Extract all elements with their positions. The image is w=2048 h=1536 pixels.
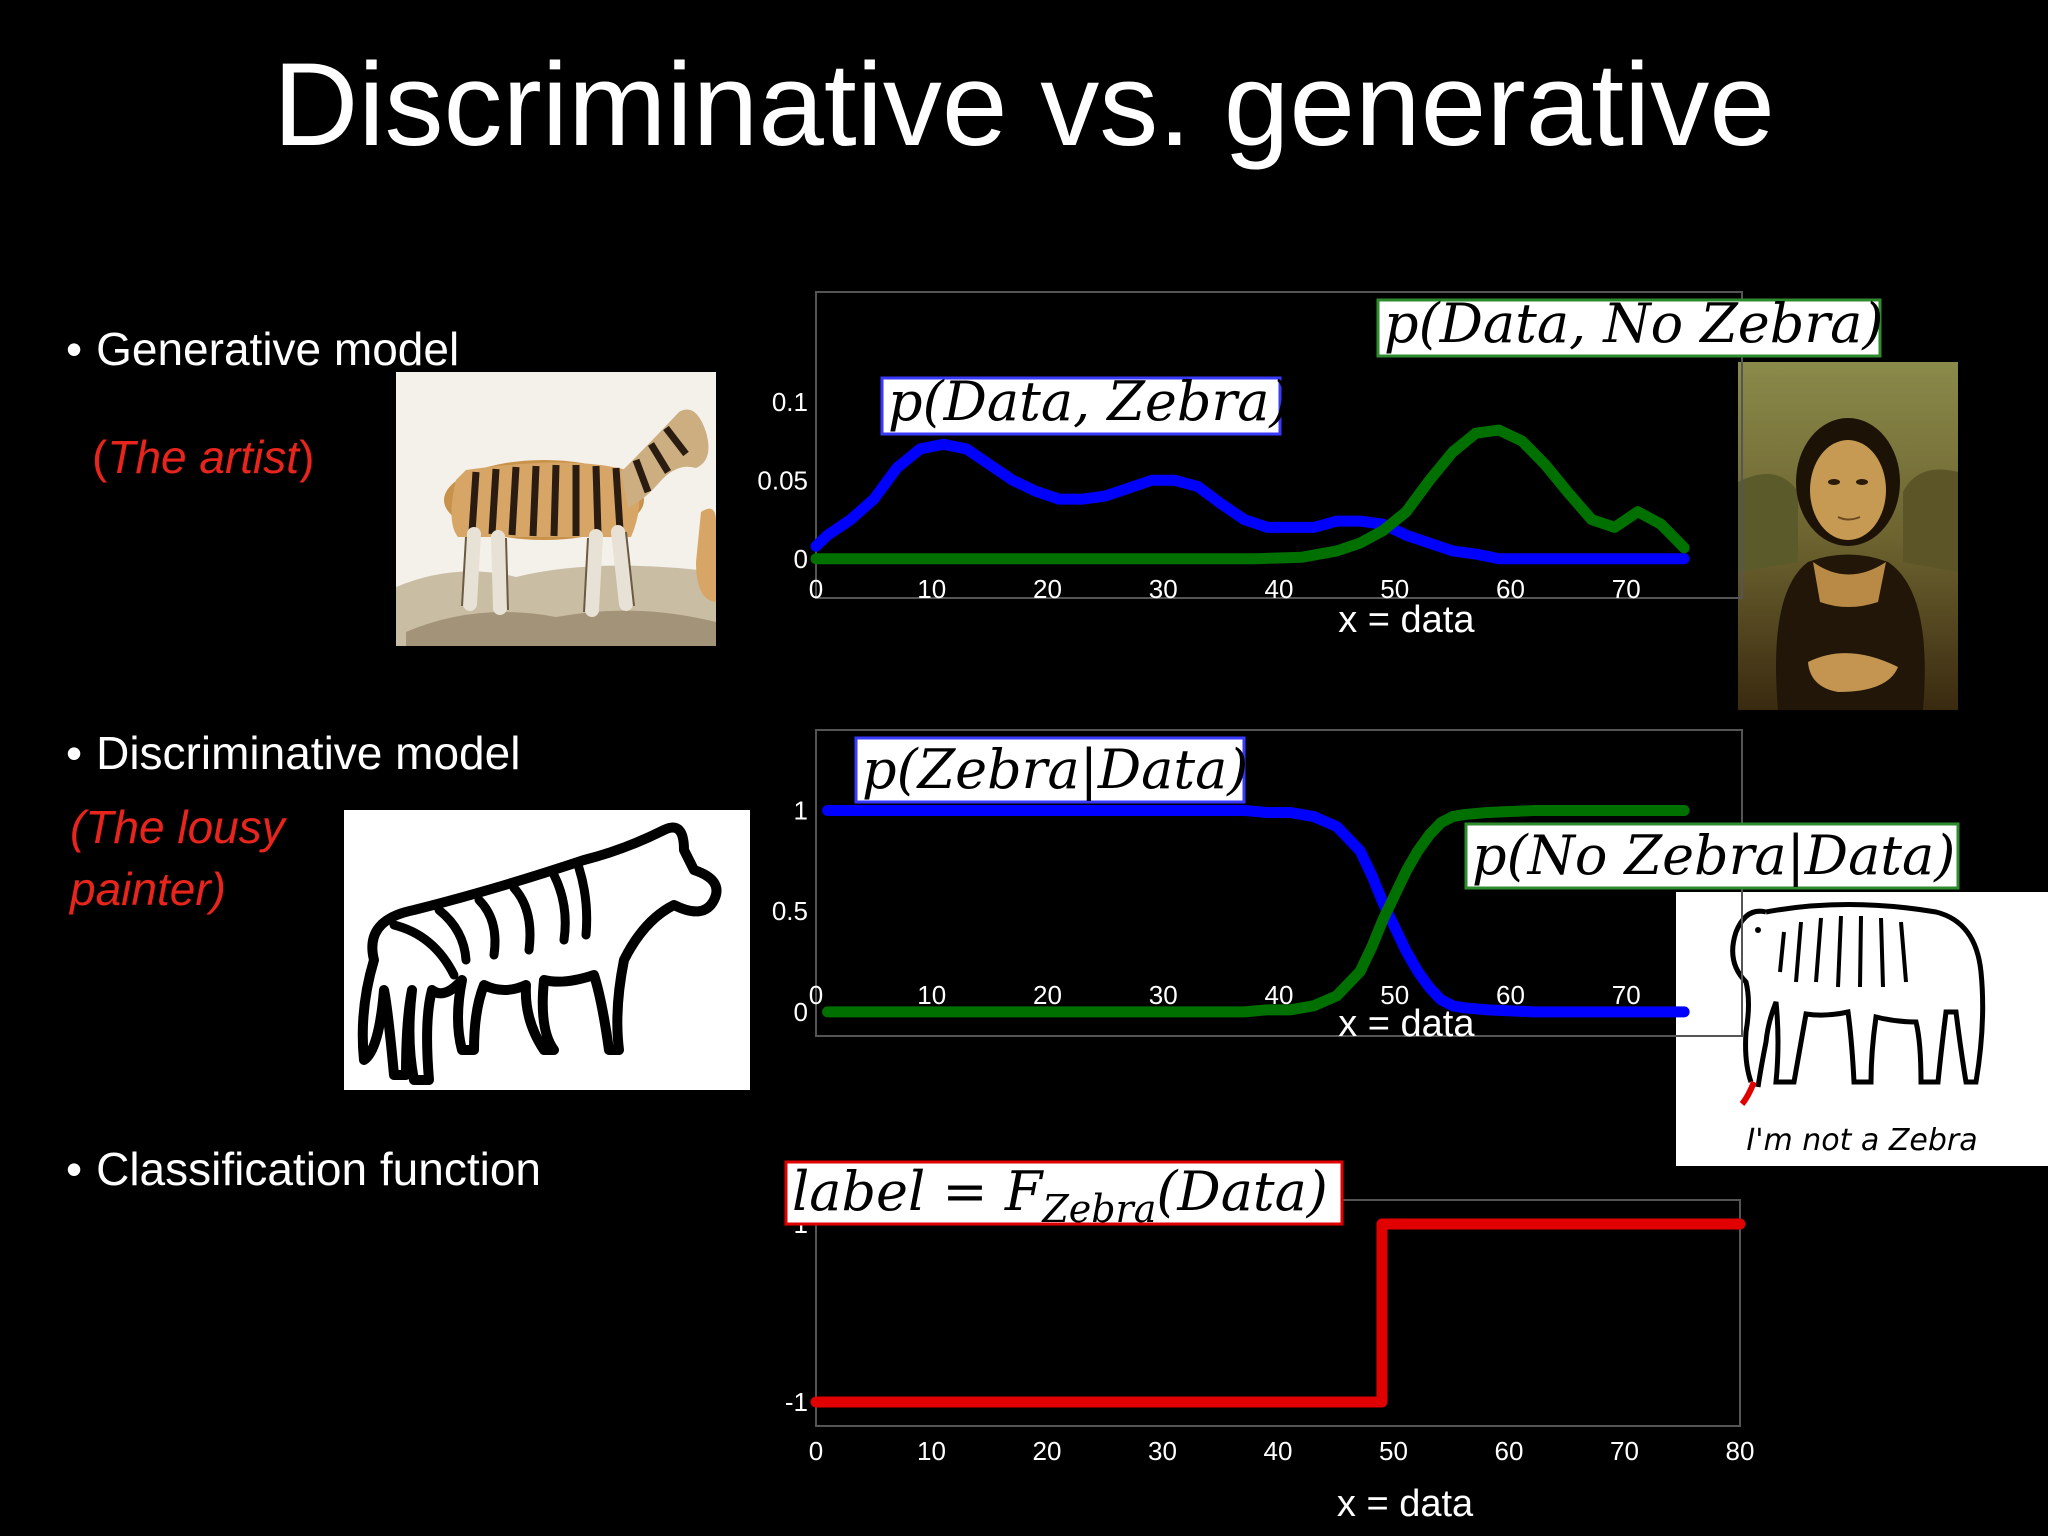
x-tick-label: 60 <box>1496 574 1525 604</box>
x-tick-label: 40 <box>1264 1436 1293 1466</box>
series-label: p(Data, No Zebra) <box>1384 292 1883 355</box>
bullet-text: Generative model <box>96 323 460 375</box>
x-tick-label: 0 <box>809 574 823 604</box>
bullet-text: Discriminative model <box>96 727 521 779</box>
y-tick-label: 0 <box>794 997 808 1027</box>
x-tick-label: 30 <box>1149 574 1178 604</box>
x-tick-label: 20 <box>1033 980 1062 1010</box>
y-tick-label: 0.5 <box>772 896 808 926</box>
series-label: p(Data, Zebra) <box>888 370 1290 433</box>
bullet-marker: • <box>66 1143 83 1195</box>
series-label-box <box>880 376 1282 436</box>
series-label-box <box>854 736 1246 804</box>
x-tick-label: 10 <box>917 1436 946 1466</box>
series-line <box>822 805 1690 1018</box>
x-tick-label: 0 <box>809 1436 823 1466</box>
elephant-caption: I'm not a Zebra <box>1746 1123 1977 1158</box>
series-label: p(Zebra|Data) <box>862 738 1248 801</box>
x-tick-label: 20 <box>1033 1436 1062 1466</box>
elephant-drawing: I'm not a Zebra <box>1676 892 2048 1166</box>
y-tick-label: 1 <box>794 796 808 826</box>
subtitle-the-artist: (The artist) <box>92 431 315 483</box>
series-line <box>810 438 1690 565</box>
series-label-box <box>1464 822 1960 890</box>
y-tick-label: 0 <box>794 544 808 574</box>
x-tick-label: 20 <box>1033 574 1062 604</box>
zebra-illustration <box>396 372 716 646</box>
series-label-box <box>784 1160 1344 1226</box>
x-tick-label: 50 <box>1379 1436 1408 1466</box>
bullet-generative-model: • Generative model <box>66 322 459 376</box>
x-tick-label: 70 <box>1612 574 1641 604</box>
x-tick-label: 30 <box>1149 980 1178 1010</box>
x-axis-label: x = data <box>1338 599 1475 641</box>
x-tick-label: 50 <box>1380 980 1409 1010</box>
x-tick-label: 40 <box>1265 574 1294 604</box>
x-tick-label: 50 <box>1380 574 1409 604</box>
x-tick-label: 30 <box>1148 1436 1177 1466</box>
crude-zebra-drawing <box>344 810 750 1090</box>
x-tick-label: 60 <box>1495 1436 1524 1466</box>
series-label: label = FZebra(Data) <box>792 1160 1328 1231</box>
x-tick-label: 70 <box>1612 980 1641 1010</box>
plot-frame <box>815 1199 1741 1427</box>
x-tick-label: 10 <box>917 574 946 604</box>
bullet-text: Classification function <box>96 1143 541 1195</box>
x-tick-label: 80 <box>1726 1436 1755 1466</box>
x-tick-label: 70 <box>1610 1436 1639 1466</box>
x-tick-label: 10 <box>917 980 946 1010</box>
bullet-discriminative-model: • Discriminative model <box>66 726 520 780</box>
y-tick-label: 0.05 <box>757 465 808 495</box>
subtitle-the-lousy-painter: (The lousy painter) <box>70 801 285 915</box>
chart-1: 0 10 20 30 40 50 60 70 0 0.05 0.1 x = data p(Data, Z… <box>757 291 1883 641</box>
slide-title: Discriminative vs. generative <box>273 39 1775 171</box>
series-line <box>822 805 1690 1018</box>
series-label: p(No Zebra|Data) <box>1472 824 1955 887</box>
plot-frame <box>815 291 1743 599</box>
y-tick-label: 0.1 <box>772 387 808 417</box>
bullet-marker: • <box>66 323 83 375</box>
mona-lisa-painting <box>1738 362 1958 710</box>
series-line <box>810 1218 1746 1408</box>
y-tick-label: -1 <box>785 1387 808 1417</box>
x-tick-label: 0 <box>809 980 823 1010</box>
series-label-box <box>1376 298 1882 358</box>
bullet-classification-function: • Classification function <box>66 1142 541 1196</box>
series-line <box>810 424 1690 565</box>
x-axis-label: x = data <box>1337 1483 1474 1525</box>
bullet-marker: • <box>66 727 83 779</box>
